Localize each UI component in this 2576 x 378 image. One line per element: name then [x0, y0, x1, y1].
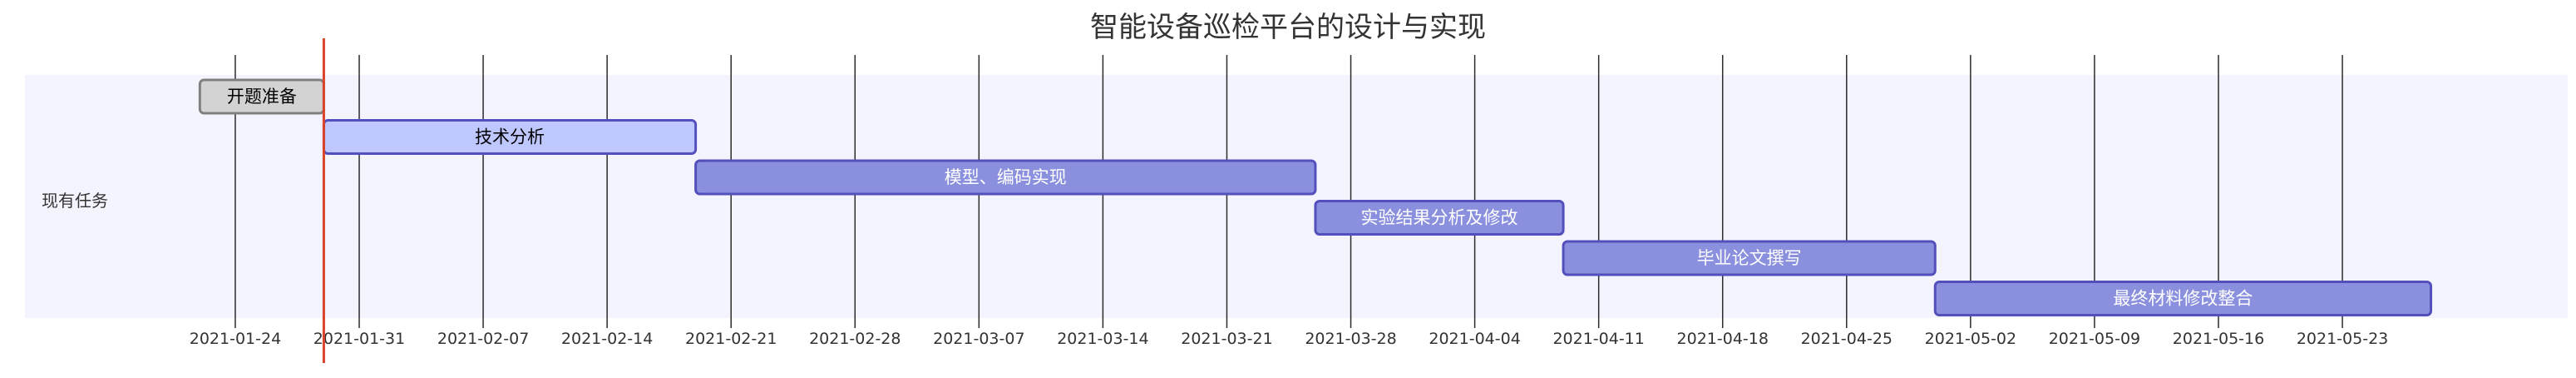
- x-tick-label: 2021-05-02: [1925, 330, 2016, 348]
- x-tick-label: 2021-02-28: [809, 330, 901, 348]
- x-tick-label: 2021-03-28: [1305, 330, 1396, 348]
- task-label: 开题准备: [227, 87, 297, 107]
- x-tick-label: 2021-01-31: [313, 330, 405, 348]
- task-bar: [1314, 200, 1565, 236]
- task-label: 最终材料修改整合: [2113, 289, 2253, 309]
- x-tick-label: 2021-02-21: [685, 330, 777, 348]
- section-label: 现有任务: [42, 191, 108, 211]
- task-bar: [694, 159, 1317, 196]
- task-label: 模型、编码实现: [945, 167, 1067, 187]
- x-tick-label: 2021-04-11: [1552, 330, 1644, 348]
- x-tick-label: 2021-04-18: [1677, 330, 1769, 348]
- x-tick-label: 2021-04-04: [1429, 330, 1520, 348]
- x-tick-label: 2021-02-07: [437, 330, 529, 348]
- task-label: 毕业论文撰写: [1697, 248, 1802, 268]
- x-tick-label: 2021-02-14: [561, 330, 653, 348]
- task-bar: [1562, 240, 1937, 276]
- x-tick-label: 2021-05-09: [2049, 330, 2140, 348]
- x-tick-label: 2021-05-23: [2297, 330, 2388, 348]
- x-tick-label: 2021-03-21: [1181, 330, 1272, 348]
- section-band: [25, 75, 2568, 318]
- task-label: 技术分析: [475, 127, 545, 147]
- x-axis-ticks: 2021-01-24 2021-01-31 2021-02-07 2021-02-14…: [190, 330, 2389, 348]
- x-tick-label: 2021-01-24: [190, 330, 281, 348]
- chart-title: 智能设备巡检平台的设计与实现: [1090, 11, 1486, 44]
- x-tick-label: 2021-05-16: [2173, 330, 2264, 348]
- task-bar: [1933, 281, 2433, 316]
- grid: [234, 55, 2343, 328]
- x-tick-label: 2021-03-07: [933, 330, 1024, 348]
- x-tick-label: 2021-03-14: [1057, 330, 1148, 348]
- x-tick-label: 2021-04-25: [1801, 330, 1893, 348]
- task-label: 实验结果分析及修改: [1361, 208, 1518, 228]
